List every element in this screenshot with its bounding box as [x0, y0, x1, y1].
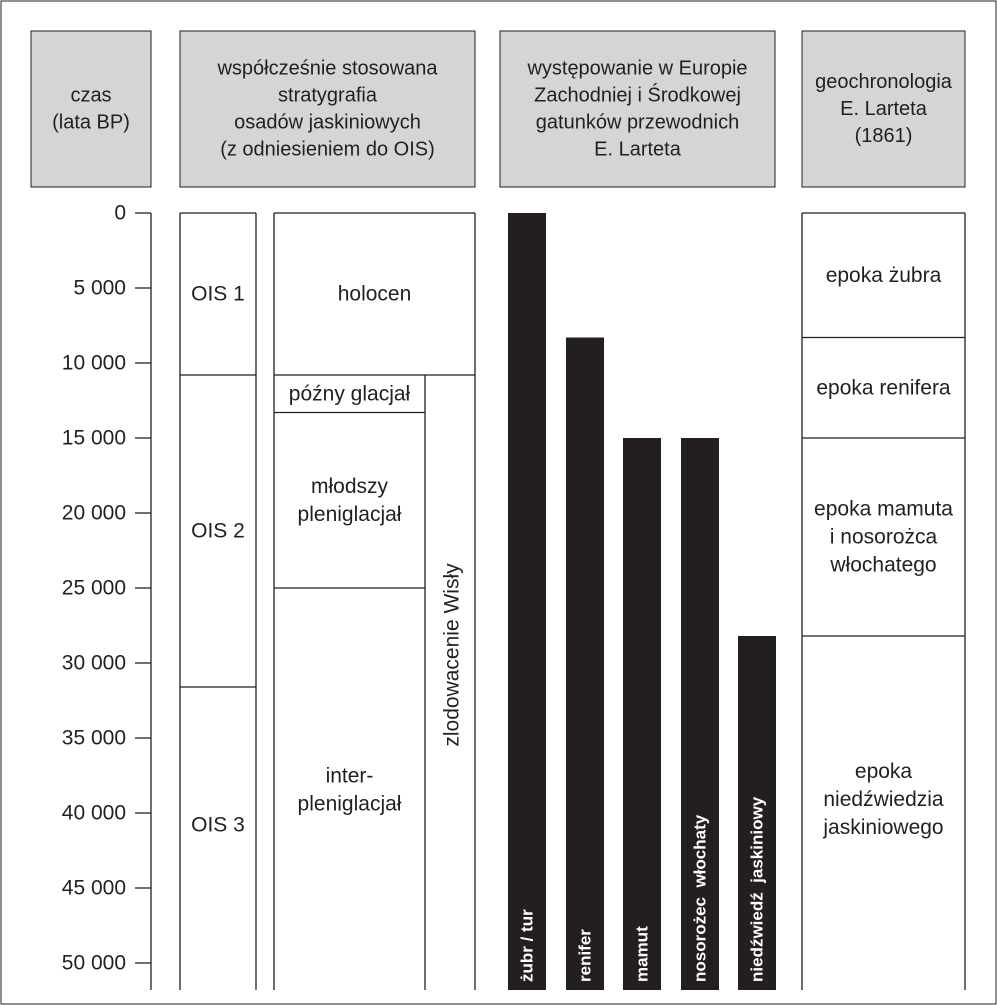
axis-tick-label: 30 000 — [62, 652, 126, 675]
glaciation-label: zlodowacenie Wisły — [441, 563, 464, 747]
species-bar — [681, 438, 719, 990]
axis-tick-label: 35 000 — [62, 727, 126, 750]
header-geochronology-text: E. Larteta — [840, 98, 928, 120]
epoch-label: jaskiniowego — [822, 816, 943, 839]
header-geochronology-text: geochronologia — [815, 71, 953, 93]
header-box-stratigraphy — [179, 30, 476, 188]
header-time-text: (lata BP) — [52, 112, 130, 134]
axis-tick-label: 40 000 — [62, 802, 126, 825]
header-time-text: czas — [70, 85, 111, 107]
header-stratigraphy-text: stratygrafia — [278, 85, 378, 107]
header-stratigraphy-text: osadów jaskiniowych — [234, 112, 421, 134]
species-label: renifer — [576, 929, 595, 982]
axis-tick-label: 45 000 — [62, 877, 126, 900]
axis-tick-label: 0 — [114, 202, 126, 225]
axis-tick-label: 5 000 — [73, 277, 126, 300]
species-bar — [738, 636, 776, 990]
header-box-geochronology — [801, 30, 966, 188]
species-label: niedźwiedź jaskiniowy — [748, 796, 767, 982]
species-bar — [508, 213, 546, 990]
header-stratigraphy-text: (z odniesieniem do OIS) — [220, 139, 435, 161]
strat-label: późny glacjał — [289, 382, 411, 405]
epoch-label: epoka mamuta — [814, 498, 953, 521]
epoch-label: epoka — [855, 760, 913, 783]
axis-tick-label: 50 000 — [62, 952, 126, 975]
header-box-occurrence — [499, 30, 776, 188]
strat-label: pleniglacjał — [298, 793, 402, 816]
header-occurrence-text: Zachodniej i Środkowej — [534, 83, 741, 107]
species-label: żubr / tur — [518, 909, 537, 982]
header-occurrence-text: E. Larteta — [594, 139, 682, 161]
species-bar — [566, 337, 604, 990]
epoch-label: epoka renifera — [816, 376, 951, 399]
epoch-label: niedźwiedzia — [823, 788, 944, 811]
ois-label: OIS 1 — [191, 283, 245, 306]
strat-label: młodszy — [311, 475, 389, 498]
ois-label: OIS 2 — [191, 520, 245, 543]
epoch-label: epoka żubra — [826, 264, 942, 287]
epoch-label: i nosorożca — [830, 526, 938, 549]
species-label: mamut — [633, 926, 652, 982]
axis-tick-label: 25 000 — [62, 577, 126, 600]
strat-label: pleniglacjał — [298, 503, 402, 526]
strat-label: holocen — [338, 283, 412, 306]
header-geochronology-text: (1861) — [855, 125, 913, 147]
header-occurrence-text: gatunków przewodnich — [536, 112, 739, 134]
axis-tick-label: 20 000 — [62, 502, 126, 525]
header-stratigraphy-text: współcześnie stosowana — [216, 58, 438, 80]
header-occurrence-text: występowanie w Europie — [526, 58, 747, 80]
axis-tick-label: 15 000 — [62, 427, 126, 450]
species-bar — [623, 438, 661, 990]
epoch-label: włochatego — [829, 554, 936, 577]
ois-label: OIS 3 — [191, 814, 245, 837]
axis-tick-label: 10 000 — [62, 352, 126, 375]
species-label: nosorożec włochaty — [691, 814, 710, 982]
strat-label: inter- — [326, 765, 374, 788]
header-box-time — [30, 30, 152, 188]
